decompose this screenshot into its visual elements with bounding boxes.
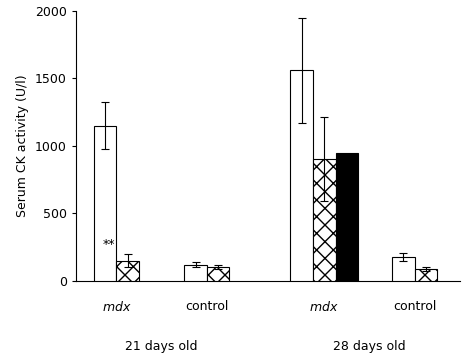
Bar: [336, 153, 358, 281]
Text: **: **: [103, 238, 115, 251]
Text: control: control: [185, 300, 228, 313]
Y-axis label: Serum CK activity (U/l): Serum CK activity (U/l): [17, 75, 29, 217]
Text: $mdx$: $mdx$: [102, 300, 131, 314]
Bar: [291, 70, 313, 281]
Bar: [117, 261, 139, 281]
Bar: [184, 265, 207, 281]
Bar: [392, 257, 415, 281]
Bar: [313, 159, 336, 281]
Bar: [415, 269, 437, 281]
Bar: [94, 126, 117, 281]
Text: $mdx$: $mdx$: [310, 300, 339, 314]
Text: control: control: [393, 300, 436, 313]
Text: 21 days old: 21 days old: [126, 340, 198, 353]
Text: 28 days old: 28 days old: [333, 340, 406, 353]
Bar: [207, 267, 229, 281]
